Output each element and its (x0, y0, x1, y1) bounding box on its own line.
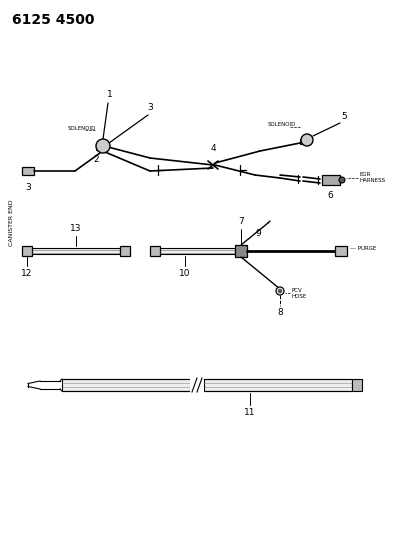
Bar (235, 245, 247, 257)
Bar (335, 246, 347, 256)
Circle shape (278, 289, 282, 293)
Bar (32, 248, 120, 254)
Bar (22, 246, 32, 256)
Circle shape (301, 134, 313, 146)
Bar (190, 377, 204, 393)
Text: 10: 10 (179, 269, 191, 278)
Text: 11: 11 (244, 408, 256, 417)
Bar (352, 379, 362, 391)
Text: 3: 3 (147, 103, 153, 112)
Circle shape (96, 139, 110, 153)
Text: 5: 5 (341, 112, 347, 121)
Text: PCV: PCV (292, 288, 303, 294)
Text: 9: 9 (255, 229, 261, 238)
Text: EGR: EGR (360, 173, 371, 177)
Text: 8: 8 (277, 308, 283, 317)
Bar (150, 246, 160, 256)
Text: 3: 3 (25, 183, 31, 192)
Text: 1: 1 (107, 90, 113, 99)
Text: 2: 2 (93, 155, 99, 164)
Text: 6: 6 (327, 191, 333, 200)
Text: 7: 7 (238, 217, 244, 226)
Circle shape (276, 287, 284, 295)
Text: 12: 12 (21, 269, 33, 278)
Text: HOSE: HOSE (292, 294, 307, 298)
Bar (160, 248, 235, 254)
Circle shape (339, 177, 345, 183)
Text: --- PURGE: --- PURGE (350, 246, 376, 251)
Bar (204, 379, 352, 391)
Text: 13: 13 (70, 224, 82, 233)
Bar (120, 246, 130, 256)
Bar (96, 145, 102, 150)
Text: 4: 4 (210, 144, 216, 153)
Text: SOLENOID: SOLENOID (68, 125, 96, 131)
Text: HARNESS: HARNESS (360, 177, 386, 182)
Bar (22, 167, 34, 175)
Bar (62, 379, 192, 391)
Bar (322, 175, 340, 185)
Bar (300, 139, 306, 144)
Text: CANISTER END: CANISTER END (9, 200, 15, 246)
Text: 6125 4500: 6125 4500 (12, 13, 95, 27)
Text: SOLENOID: SOLENOID (268, 123, 296, 127)
